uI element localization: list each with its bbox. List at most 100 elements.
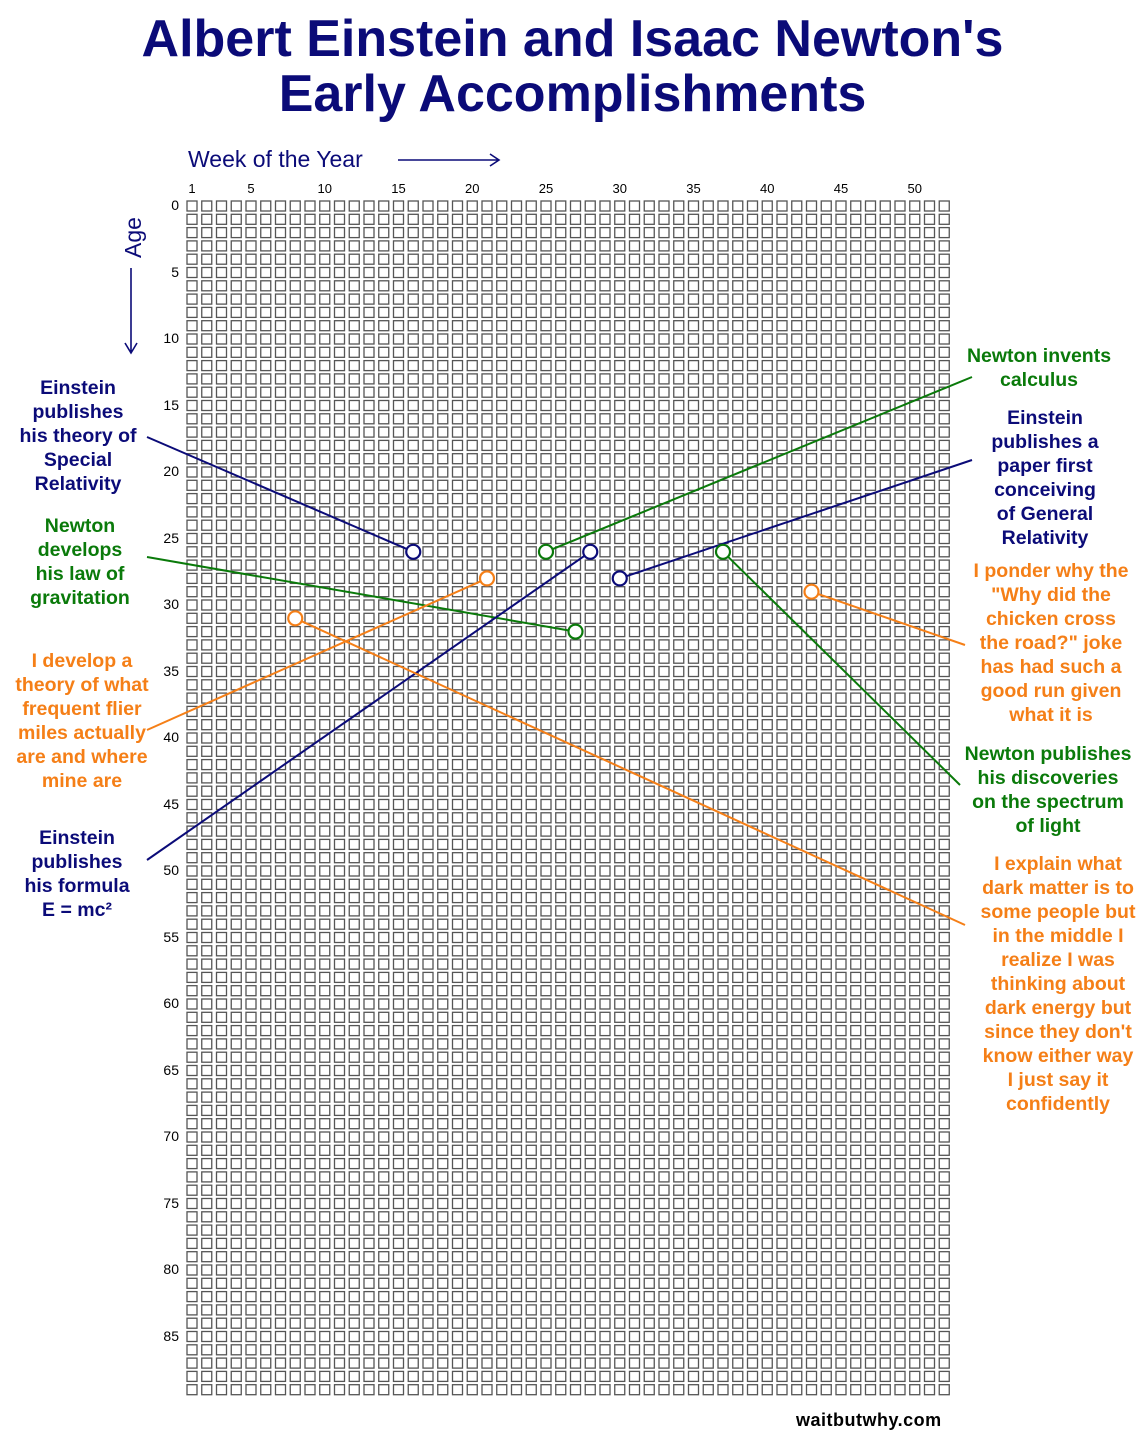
week-cell (923, 1384, 936, 1396)
week-cell (894, 280, 906, 292)
week-cell (525, 1184, 537, 1196)
week-cell (230, 1091, 242, 1103)
week-cell (451, 439, 464, 452)
week-cell (791, 985, 803, 997)
week-cell (215, 838, 228, 851)
week-cell (628, 705, 641, 718)
week-cell (717, 1370, 729, 1383)
week-cell (555, 1344, 567, 1356)
week-cell (761, 958, 773, 970)
week-cell (201, 1357, 213, 1369)
week-cell (215, 878, 228, 890)
week-cell (820, 519, 832, 531)
week-cell (746, 333, 759, 345)
week-cell (673, 1264, 685, 1276)
week-cell (451, 492, 464, 505)
week-cell (274, 386, 287, 398)
week-cell (702, 1304, 714, 1316)
week-cell (363, 665, 375, 678)
week-cell (201, 1131, 213, 1143)
week-cell (333, 1104, 346, 1117)
week-cell (894, 931, 906, 944)
week-cell (584, 612, 596, 624)
week-cell (186, 1384, 198, 1396)
week-cell (717, 865, 729, 877)
week-cell (791, 838, 803, 851)
week-cell (879, 413, 891, 425)
week-cell (909, 838, 921, 851)
week-cell (466, 825, 478, 837)
week-cell (658, 705, 670, 718)
x-tick-label: 1 (188, 181, 196, 196)
week-cell (481, 453, 493, 465)
week-cell (835, 1091, 847, 1103)
week-cell (319, 1211, 331, 1223)
week-cell (525, 945, 537, 957)
week-cell (422, 226, 434, 239)
week-cell (732, 679, 744, 691)
week-cell (746, 998, 759, 1010)
week-cell (643, 306, 655, 319)
week-cell (746, 346, 759, 358)
week-cell (717, 559, 729, 571)
week-cell (437, 905, 449, 917)
week-cell (761, 1171, 773, 1183)
week-cell (245, 599, 257, 611)
week-cell (673, 1370, 685, 1383)
week-cell (333, 213, 346, 225)
week-cell (923, 1144, 936, 1156)
week-cell (643, 679, 655, 691)
week-cell (805, 293, 818, 305)
week-cell (230, 1224, 242, 1236)
week-cell (923, 825, 936, 837)
week-cell (451, 253, 464, 265)
week-cell (451, 812, 464, 824)
week-cell (378, 413, 390, 425)
week-cell (643, 1091, 655, 1103)
week-cell (496, 625, 508, 638)
week-cell (879, 320, 891, 332)
week-cell (422, 1277, 434, 1289)
week-cell (776, 998, 788, 1010)
week-cell (392, 945, 405, 957)
week-cell (702, 971, 714, 984)
week-cell (879, 479, 891, 491)
week-cell (761, 386, 773, 398)
week-cell (702, 453, 714, 465)
week-cell (864, 399, 877, 412)
week-cell (348, 1370, 360, 1383)
week-cell (879, 865, 891, 877)
week-cell (274, 639, 287, 651)
week-cell (378, 1357, 390, 1369)
week-cell (923, 519, 936, 531)
week-cell (717, 625, 729, 638)
week-cell (304, 226, 316, 239)
week-cell (555, 852, 567, 864)
week-cell (746, 1024, 759, 1037)
week-cell (791, 852, 803, 864)
week-cell (378, 359, 390, 372)
week-cell (879, 1304, 891, 1316)
week-cell (422, 399, 434, 412)
week-cell (673, 772, 685, 784)
week-cell (894, 758, 906, 771)
week-cell (304, 439, 316, 452)
week-cell (186, 266, 198, 279)
week-cell (555, 639, 567, 651)
week-cell (643, 812, 655, 824)
week-cell (333, 559, 346, 571)
week-cell (761, 306, 773, 319)
week-cell (466, 1211, 478, 1223)
week-cell (510, 280, 523, 292)
week-cell (201, 639, 213, 651)
leader-line (294, 617, 966, 926)
week-cell (201, 1118, 213, 1130)
week-cell (805, 1078, 818, 1090)
week-cell (215, 320, 228, 332)
week-cell (658, 838, 670, 851)
week-cell (319, 1344, 331, 1356)
week-cell (746, 918, 759, 930)
week-cell (451, 466, 464, 478)
week-cell (186, 519, 198, 531)
week-cell (392, 386, 405, 398)
